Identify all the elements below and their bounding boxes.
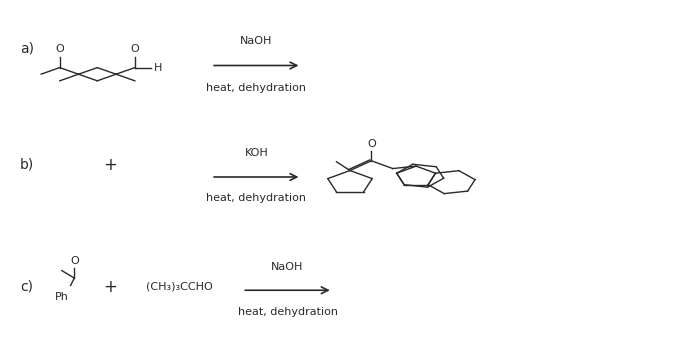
Text: (CH₃)₃CCHO: (CH₃)₃CCHO — [146, 282, 214, 292]
Text: b): b) — [20, 158, 34, 172]
Text: NaOH: NaOH — [240, 36, 272, 46]
Text: c): c) — [20, 280, 33, 294]
Text: +: + — [104, 156, 118, 174]
Text: heat, dehydration: heat, dehydration — [237, 307, 337, 316]
Text: O: O — [70, 256, 78, 266]
Text: O: O — [367, 139, 376, 149]
Text: NaOH: NaOH — [272, 262, 304, 272]
Text: heat, dehydration: heat, dehydration — [206, 193, 307, 203]
Text: a): a) — [20, 41, 34, 55]
Text: O: O — [55, 45, 64, 55]
Text: Ph: Ph — [55, 292, 69, 302]
Text: KOH: KOH — [244, 148, 268, 158]
Text: +: + — [104, 278, 118, 296]
Text: heat, dehydration: heat, dehydration — [206, 83, 307, 93]
Text: O: O — [130, 45, 139, 55]
Text: H: H — [154, 63, 162, 73]
